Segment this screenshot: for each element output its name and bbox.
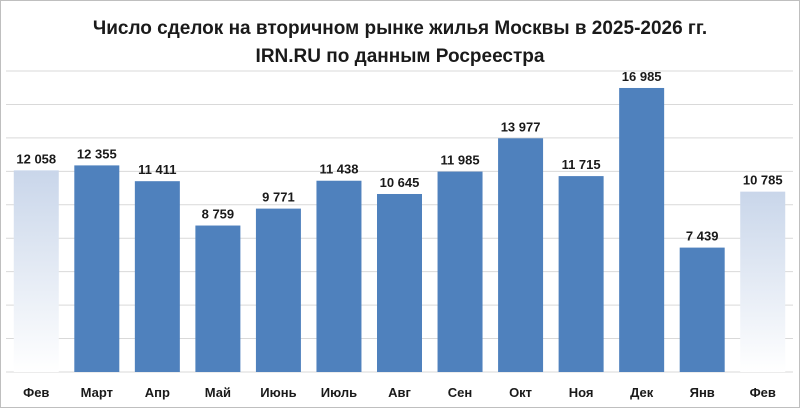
data-label: 10 785	[743, 173, 783, 188]
bar	[316, 180, 362, 372]
x-tick-label: Фев	[23, 385, 49, 400]
x-tick-label: Дек	[630, 385, 654, 400]
bar	[74, 165, 120, 372]
data-label: 11 985	[441, 153, 480, 168]
bar	[13, 170, 59, 372]
bar	[377, 193, 422, 372]
value-labels: 12 058 12 355 11 411 8 759 9 771 11 438 10 645…	[16, 69, 782, 244]
bar	[195, 225, 241, 372]
x-tick-label: Янв	[690, 385, 715, 400]
data-label: 11 438	[319, 162, 358, 177]
bar	[134, 181, 180, 372]
x-tick-label: Окт	[509, 385, 532, 400]
chart-title: Число сделок на вторичном рынке жилья Мо…	[92, 18, 708, 39]
x-tick-label: Июль	[321, 385, 357, 400]
data-label: 10 645	[380, 175, 420, 190]
data-label: 8 759	[202, 207, 235, 222]
data-label: 12 355	[77, 146, 117, 161]
data-label: 11 715	[562, 157, 601, 172]
data-label: 7 439	[686, 229, 719, 244]
bar	[619, 87, 665, 372]
data-label: 9 771	[262, 190, 295, 205]
x-tick-label: Ноя	[569, 385, 594, 400]
x-tick-label: Март	[81, 385, 113, 400]
x-tick-label: Авг	[388, 385, 411, 400]
bar	[558, 176, 604, 372]
bar	[679, 247, 725, 372]
data-label: 12 058	[16, 151, 56, 166]
bar	[255, 208, 301, 372]
x-tick-label: Фев	[750, 385, 776, 400]
data-label: 13 977	[501, 119, 541, 134]
bar	[740, 191, 786, 372]
data-label: 16 985	[622, 69, 662, 84]
bar	[498, 138, 544, 372]
bar	[437, 171, 483, 372]
chart-subtitle: IRN.RU по данным Росреестра	[255, 46, 545, 67]
x-tick-label: Май	[205, 385, 231, 400]
data-label: 11 411	[138, 162, 176, 177]
x-tick-label: Апр	[145, 385, 170, 400]
x-tick-label: Сен	[448, 385, 472, 400]
x-axis-labels: Фев Март Апр Май Июнь Июль Авг Сен Окт Ноя Дек Янв Ф…	[23, 385, 776, 400]
bars	[13, 87, 786, 372]
x-tick-label: Июнь	[260, 385, 296, 400]
